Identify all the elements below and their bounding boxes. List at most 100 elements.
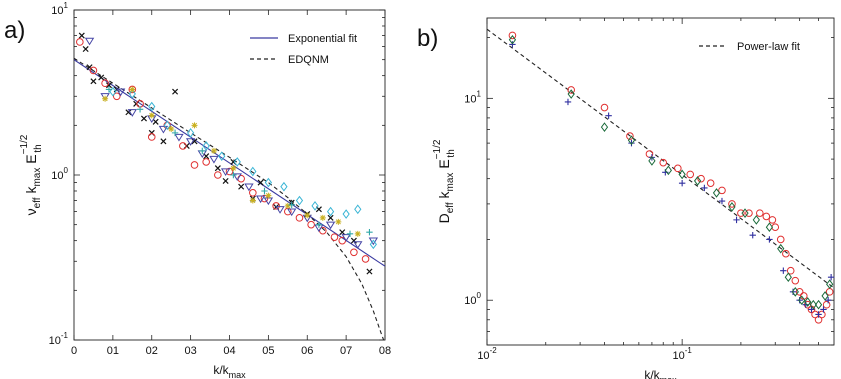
- triangle-down-point: [185, 138, 196, 146]
- x-tick-label: 07: [340, 345, 352, 357]
- plus-point: [230, 171, 237, 179]
- plus-point: [171, 129, 179, 137]
- plus-point: [564, 98, 572, 106]
- circle-point: [728, 200, 736, 208]
- diamond-point: [648, 156, 656, 166]
- diamond-point: [233, 157, 241, 167]
- x-point: [172, 88, 179, 95]
- circle-point: [697, 174, 705, 183]
- ticks: [486, 18, 834, 346]
- circle-point: [567, 86, 575, 94]
- diamond-point: [264, 177, 272, 188]
- x-tick-label: 10-1: [672, 346, 692, 362]
- plus-point: [824, 297, 832, 304]
- star-point: [191, 122, 198, 129]
- diamond-point: [600, 122, 609, 132]
- circle-point: [782, 249, 790, 258]
- triangle-down-point: [275, 206, 285, 214]
- fit-lines: [487, 28, 834, 289]
- triangle-down-point: [127, 109, 138, 117]
- x-tick-label: 02: [146, 345, 158, 357]
- x-point: [125, 109, 132, 116]
- star-point: [304, 212, 311, 219]
- legend-label: EDQNM: [288, 54, 329, 66]
- legend-label: Exponential fit: [288, 33, 357, 45]
- triangle-down-point: [232, 173, 242, 182]
- circle-point: [307, 220, 315, 229]
- circle-point: [112, 92, 121, 101]
- plus-point: [808, 306, 815, 313]
- plus-point: [815, 311, 822, 318]
- circle-point: [737, 209, 745, 217]
- diamond-point: [311, 201, 319, 211]
- circle-point: [795, 288, 804, 296]
- triangle-down-point: [158, 125, 169, 134]
- x-point: [191, 138, 198, 145]
- circle-point: [101, 79, 109, 88]
- x-point: [339, 229, 346, 236]
- circle-point: [673, 164, 682, 173]
- legend: Exponential fit EDQNM: [250, 33, 357, 66]
- circle-point: [626, 132, 634, 140]
- circle-point: [330, 233, 339, 241]
- circle-point: [706, 179, 715, 187]
- diamond-point: [342, 209, 350, 219]
- diamond-point: [765, 222, 774, 233]
- plus-series: [509, 41, 835, 318]
- plus-series: [105, 86, 373, 238]
- x-axis-label: k/kmax: [213, 363, 246, 379]
- plus-point: [261, 187, 268, 195]
- legend-label: Power-law fit: [737, 41, 800, 53]
- circle-point: [659, 158, 668, 167]
- x-tick-label: 05: [262, 345, 274, 357]
- y-tick-label: 100: [464, 291, 481, 307]
- diamond-point: [109, 86, 117, 97]
- exponential-line: [74, 59, 385, 267]
- plus-point: [718, 197, 726, 205]
- x-tick-label: 10-2: [477, 346, 497, 362]
- x-tick-label: 01: [107, 345, 119, 357]
- plot-frame: [486, 17, 835, 346]
- x-point: [90, 78, 97, 85]
- x-point: [327, 214, 334, 221]
- panel-label: a): [4, 17, 25, 44]
- circle-series: [508, 31, 834, 324]
- circle-series: [76, 38, 370, 263]
- star-point: [319, 214, 326, 221]
- circle-point: [147, 133, 156, 141]
- triangle-down-point: [84, 37, 95, 46]
- diamond-series: [508, 34, 834, 310]
- y-axis-label: νeff kmax E−1/2 th: [19, 134, 44, 215]
- x-point: [222, 177, 229, 184]
- diamond-point: [777, 243, 785, 254]
- circle-point: [745, 209, 753, 217]
- power-law-line: [487, 28, 834, 289]
- diamond-point: [693, 176, 702, 186]
- x-point: [133, 100, 140, 107]
- x-point: [350, 237, 357, 244]
- x-point: [82, 46, 89, 53]
- circle-point: [202, 158, 210, 166]
- diamond-point: [678, 169, 686, 180]
- diamond-point: [809, 299, 817, 310]
- x-point: [160, 138, 167, 145]
- triangle-down-point: [174, 133, 184, 142]
- diamond-point: [826, 279, 834, 290]
- y-axis-label: Deff kmax E−1/2 th: [432, 139, 457, 223]
- x-tick-label: 04: [223, 345, 235, 357]
- fit-lines: [74, 57, 385, 340]
- x-series: [78, 32, 373, 275]
- x-point: [366, 268, 373, 275]
- x-point: [98, 74, 105, 81]
- plus-point: [827, 274, 835, 281]
- star-point: [265, 192, 272, 199]
- star-point: [230, 165, 237, 172]
- circle-point: [190, 161, 199, 169]
- star-point: [210, 147, 217, 154]
- star-point: [148, 112, 155, 119]
- diamond-point: [814, 299, 823, 310]
- diamond-point: [627, 135, 636, 146]
- circle-point: [89, 66, 98, 75]
- plus-point: [766, 236, 773, 243]
- y-tick-label: 10-1: [49, 331, 69, 347]
